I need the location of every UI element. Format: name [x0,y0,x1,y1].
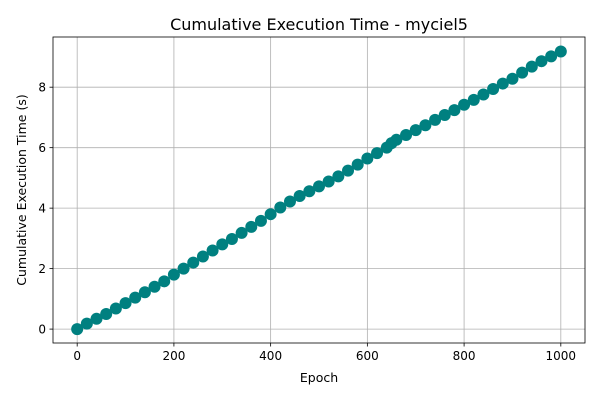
y-tick-label: 0 [38,322,46,336]
y-axis-ticks: 0 2 4 6 8 [38,80,53,336]
x-tick-label: 200 [162,349,185,363]
data-point [80,317,93,330]
data-point [361,152,374,165]
data-point [458,98,471,111]
data-point [167,268,180,281]
data-point [448,104,461,117]
data-point [100,307,113,320]
data-point [129,291,142,304]
axes [52,36,586,344]
y-tick-label: 8 [38,80,46,94]
x-tick-label: 600 [356,349,379,363]
data-point [351,158,364,171]
data-point [90,312,103,325]
data-point [419,119,432,132]
data-point [158,275,171,288]
data-point [235,226,248,239]
data-point [313,180,325,193]
data-point [303,185,316,198]
data-point [516,66,529,79]
data-point [109,302,122,315]
y-tick-label: 6 [38,141,46,155]
data-point [274,201,287,214]
y-tick-label: 2 [38,262,46,276]
data-points [71,45,567,336]
data-point [477,88,490,101]
data-point [293,190,306,203]
data-point [264,208,277,221]
data-point [554,45,567,58]
data-point [71,323,84,336]
data-point [254,214,267,227]
data-point [245,220,258,233]
x-tick-label: 0 [73,349,81,363]
data-point [400,128,413,141]
data-point [283,195,296,208]
x-tick-label: 800 [453,349,476,363]
data-point [535,55,548,68]
data-point [148,280,161,293]
data-point [138,286,151,299]
x-axis-ticks: 0 200 400 600 800 1000 [73,343,576,363]
data-point [177,262,190,275]
data-point [371,147,384,160]
data-point [332,170,345,183]
data-point [409,124,422,137]
y-tick-label: 4 [38,201,46,215]
data-point [429,113,442,126]
plot-frame [52,36,586,344]
data-point [322,175,335,188]
data-point [467,93,480,106]
data-point [496,77,509,90]
data-point [390,133,403,146]
data-point [225,232,238,245]
data-point [187,256,200,269]
y-axis-label: Cumulative Execution Time (s) [14,94,29,285]
x-tick-label: 400 [259,349,282,363]
data-point [487,83,500,96]
data-point [196,250,209,263]
data-point [206,244,219,257]
data-point [119,297,132,310]
data-point [545,50,558,63]
x-tick-label: 1000 [546,349,577,363]
chart-title: Cumulative Execution Time - myciel5 [170,15,468,34]
data-point [506,72,519,85]
data-point [342,164,355,177]
x-axis-label: Epoch [300,370,338,385]
data-point [525,60,538,73]
data-point [438,109,451,122]
data-point [216,238,229,251]
